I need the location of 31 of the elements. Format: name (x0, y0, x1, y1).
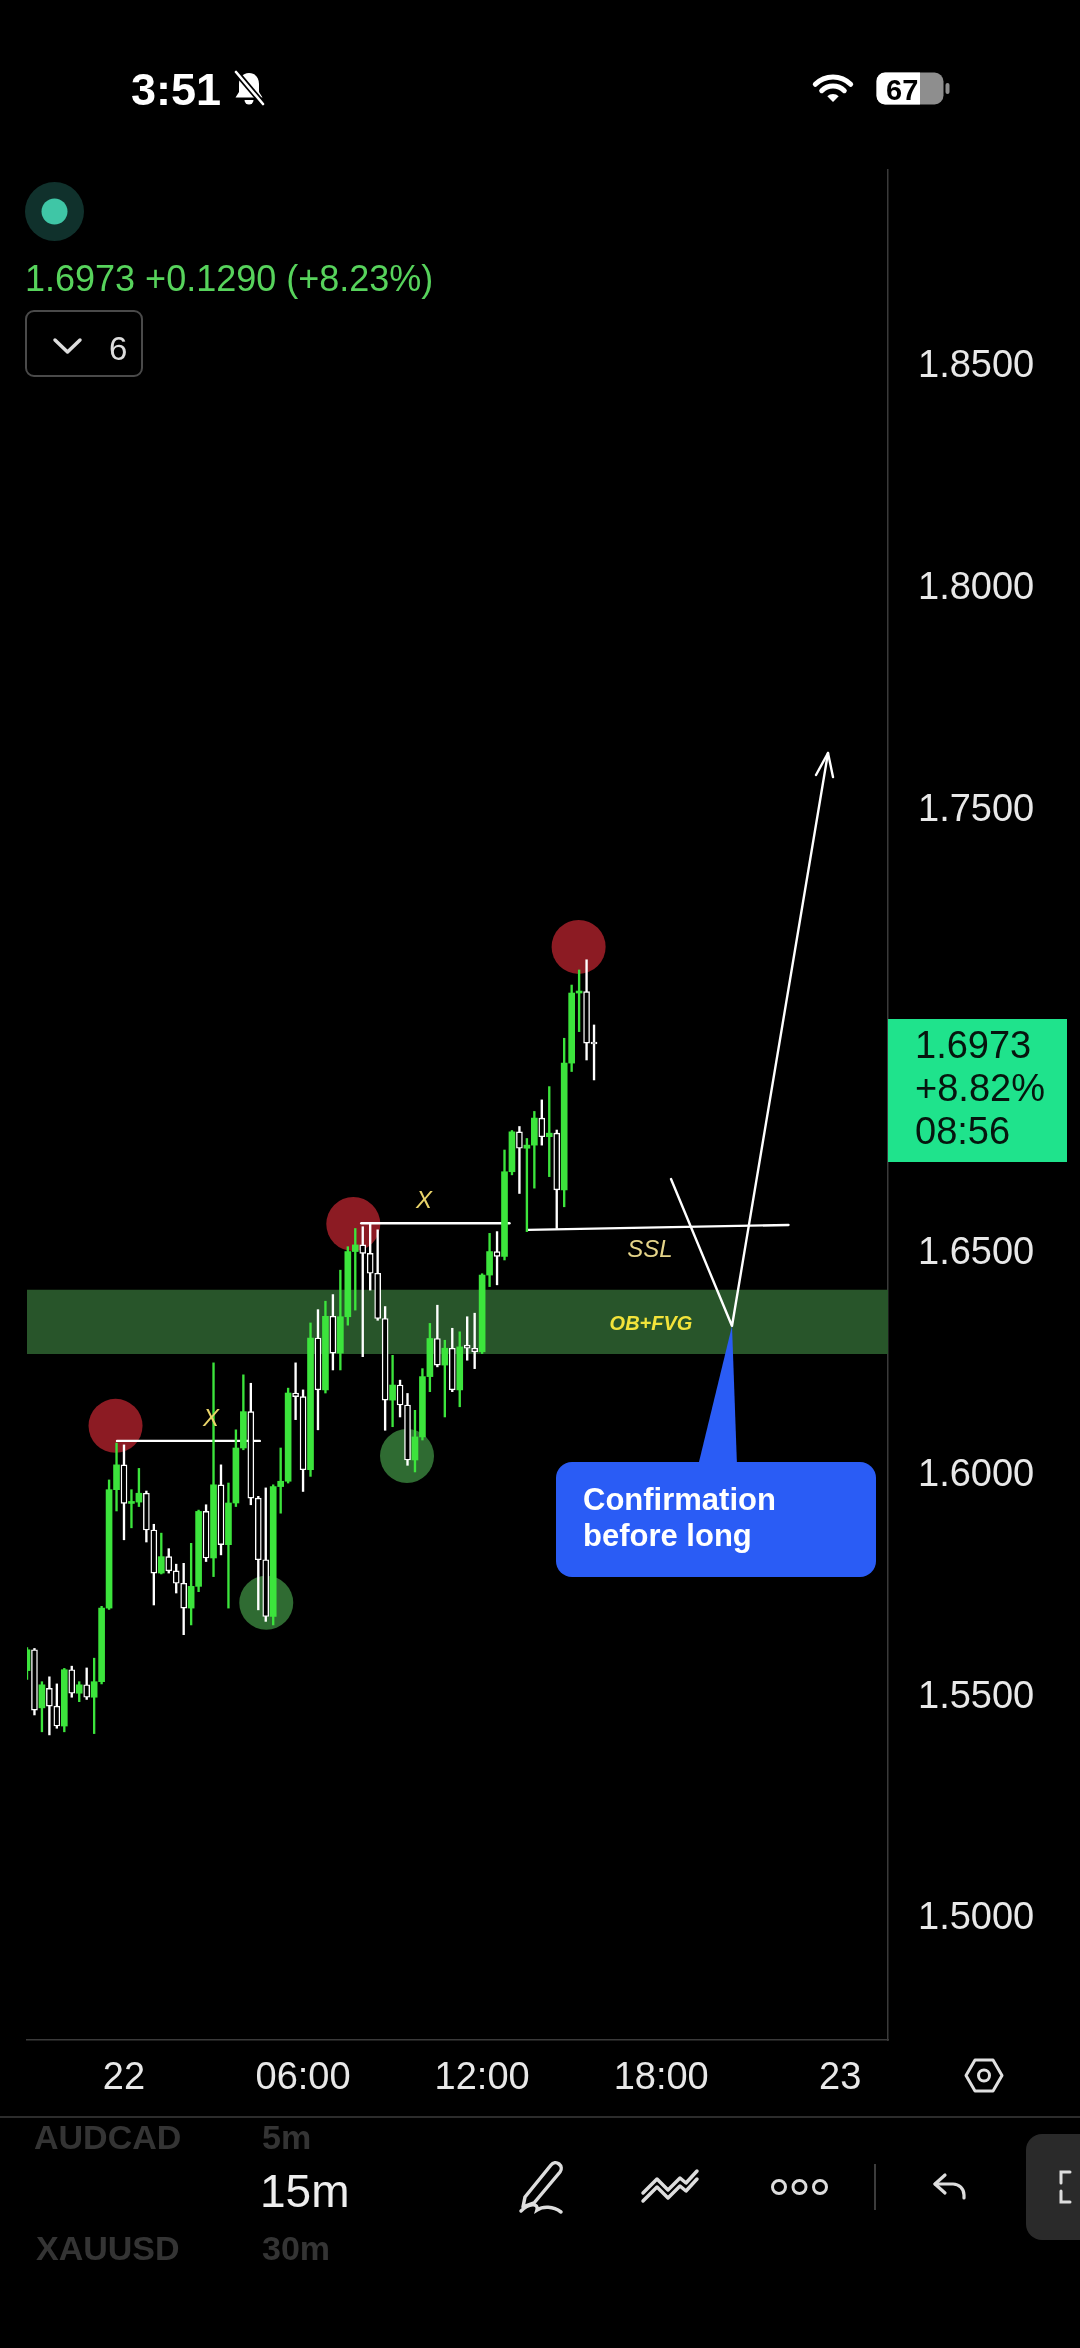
annotation: X (415, 1186, 433, 1214)
candlestick (217, 1464, 225, 1556)
y-tick-label: 1.7500 (918, 786, 1035, 829)
candlestick (516, 1126, 523, 1194)
annotation: Confirmation before long (583, 1482, 777, 1554)
candlestick (314, 1309, 322, 1431)
x-tick-label: 06:00 (255, 2055, 351, 2098)
annotation: 6 (109, 330, 128, 368)
text: 3:51 (131, 64, 222, 116)
y-tick-label: 1.5000 (918, 1895, 1035, 1938)
candlestick (120, 1444, 128, 1541)
text: 1.6973 +0.1290 (+8.23%) (25, 258, 434, 300)
text: 15m (260, 2164, 350, 2218)
text: 1.6973 +8.82% 08:56 (888, 1019, 1067, 1162)
candlestick (202, 1504, 210, 1562)
y-tick-label: 1.6500 (918, 1230, 1035, 1273)
y-tick-label: 1.8000 (918, 565, 1035, 608)
x-tick-label: 12:00 (434, 2055, 530, 2098)
annotation: OB+FVG (609, 1311, 693, 1335)
x-tick-label: 23 (819, 2055, 862, 2098)
candlestick (396, 1379, 404, 1418)
annotation: SSL (627, 1235, 673, 1263)
y-tick-label: 1.6000 (918, 1451, 1035, 1494)
y-tick-label: 1.8500 (918, 343, 1035, 386)
text: 67 (886, 74, 919, 107)
candlestick (299, 1389, 307, 1492)
y-tick-label: 1.5500 (918, 1673, 1035, 1716)
candlestick (471, 1312, 478, 1369)
x-tick-label: 22 (102, 2055, 146, 2098)
x-tick-label: 18:00 (613, 2055, 709, 2098)
candlestick (389, 1354, 396, 1428)
